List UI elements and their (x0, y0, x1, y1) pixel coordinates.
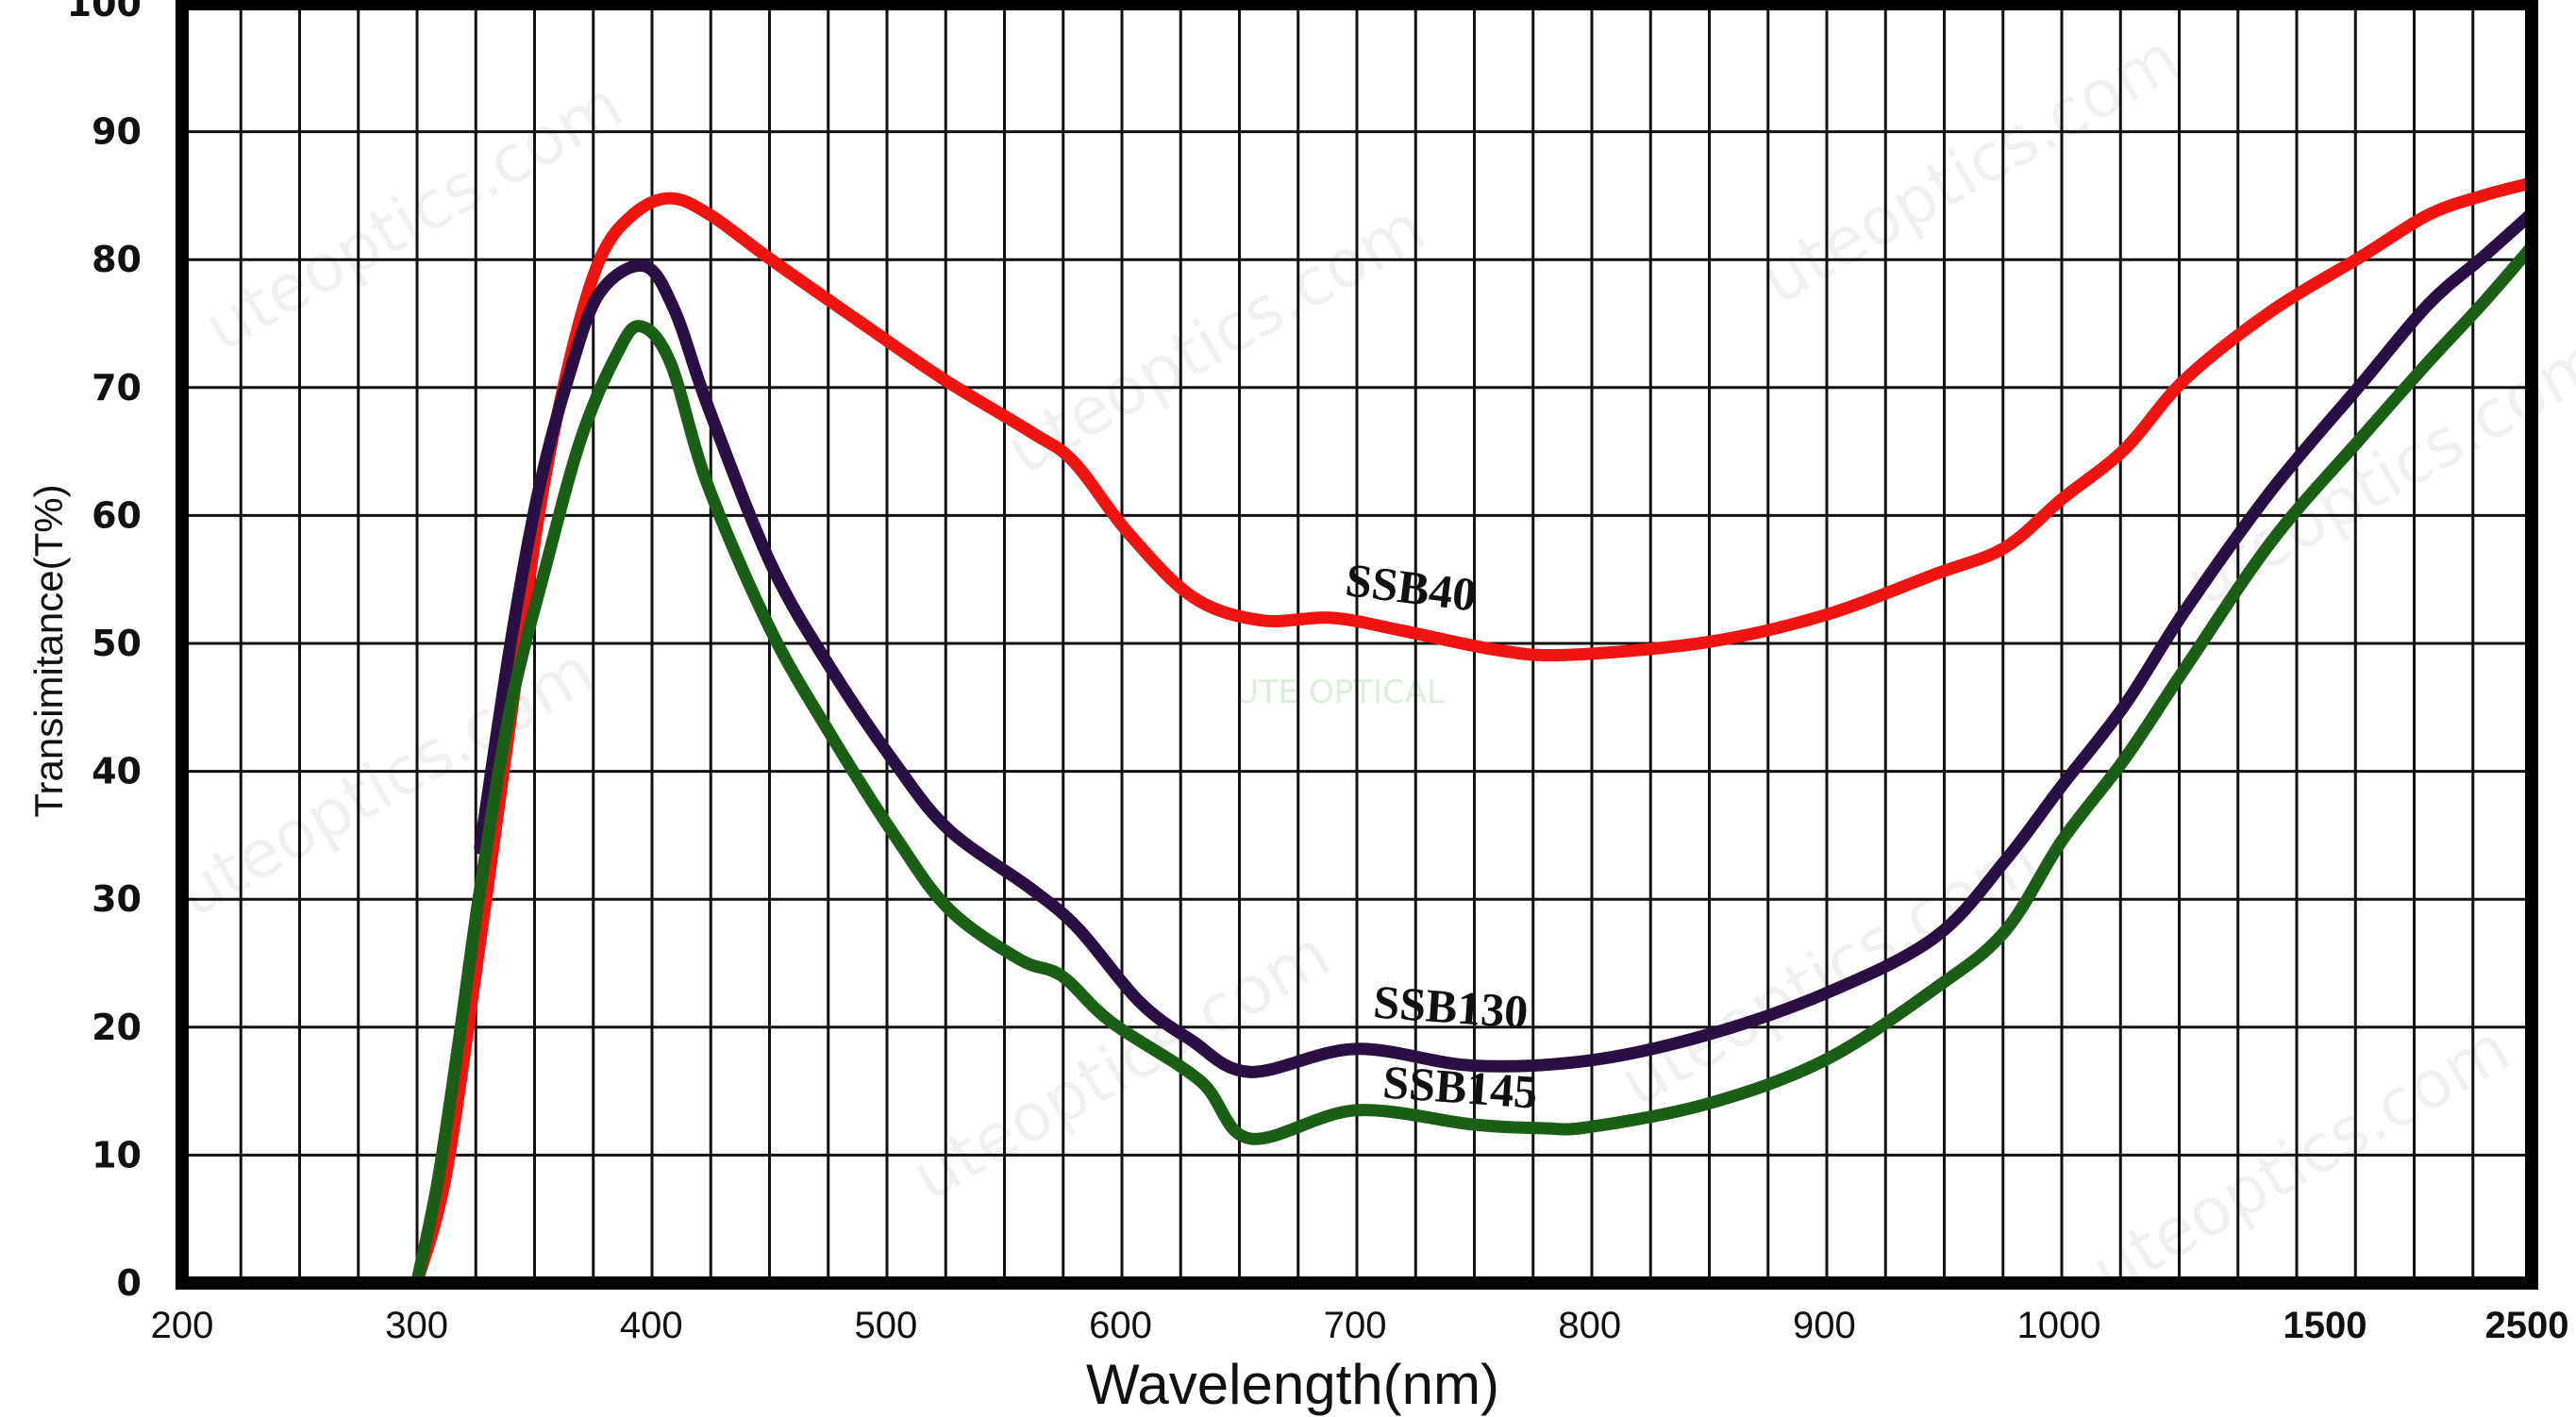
y-tick-label: 60 (92, 494, 142, 536)
plot-frame (176, 0, 2538, 1290)
grid (182, 4, 2532, 1283)
logo-text: UTE OPTICAL (1235, 674, 1445, 711)
y-tick-label: 90 (92, 111, 142, 153)
x-tick-label: 200 (151, 1305, 214, 1346)
y-tick-labels: 0 10 20 30 40 50 60 70 80 90 100 (67, 0, 142, 1304)
series-label-ssb130: SSB130 (1372, 975, 1530, 1038)
x-tick-label: 2500 (2485, 1305, 2569, 1346)
y-tick-label: 70 (92, 367, 142, 408)
y-tick-label: 20 (92, 1007, 142, 1048)
x-tick-label: 1500 (2283, 1305, 2367, 1346)
x-tick-label: 900 (1793, 1305, 1856, 1346)
x-tick-label: 400 (620, 1305, 683, 1346)
watermark-text: uteoptics.com (2079, 1009, 2522, 1310)
y-tick-label: 100 (67, 0, 142, 25)
series-label-ssb145: SSB145 (1381, 1055, 1539, 1118)
y-tick-label: 50 (92, 623, 142, 664)
watermark-text: uteoptics.com (163, 632, 607, 933)
x-tick-label: 1000 (2017, 1305, 2101, 1346)
series-lines (410, 176, 2538, 1290)
series-line-ssb130 (474, 207, 2538, 1078)
x-tick-labels: 200 300 400 500 600 700 800 900 1000 1500 2500 (151, 1305, 2569, 1346)
watermark-text: uteoptics.com (1607, 821, 2050, 1122)
series-label-ssb40: SSB40 (1343, 553, 1480, 622)
x-tick-label: 800 (1558, 1305, 1621, 1346)
series-line-ssb145 (410, 241, 2538, 1290)
x-tick-label: 500 (855, 1305, 918, 1346)
x-tick-label: 700 (1324, 1305, 1387, 1346)
x-tick-label: 600 (1089, 1305, 1152, 1346)
y-tick-label: 10 (92, 1134, 142, 1175)
y-tick-label: 80 (92, 239, 142, 280)
y-tick-label: 40 (92, 751, 142, 792)
y-tick-label: 0 (117, 1262, 142, 1304)
x-axis-title: Wavelength(nm) (1086, 1353, 1499, 1416)
x-tick-label: 300 (385, 1305, 448, 1346)
watermark-text: uteoptics.com (192, 66, 635, 367)
y-axis-title: Transimitance(T%) (26, 484, 71, 817)
y-tick-label: 30 (92, 878, 142, 920)
watermark-text: uteoptics.com (1748, 19, 2192, 320)
